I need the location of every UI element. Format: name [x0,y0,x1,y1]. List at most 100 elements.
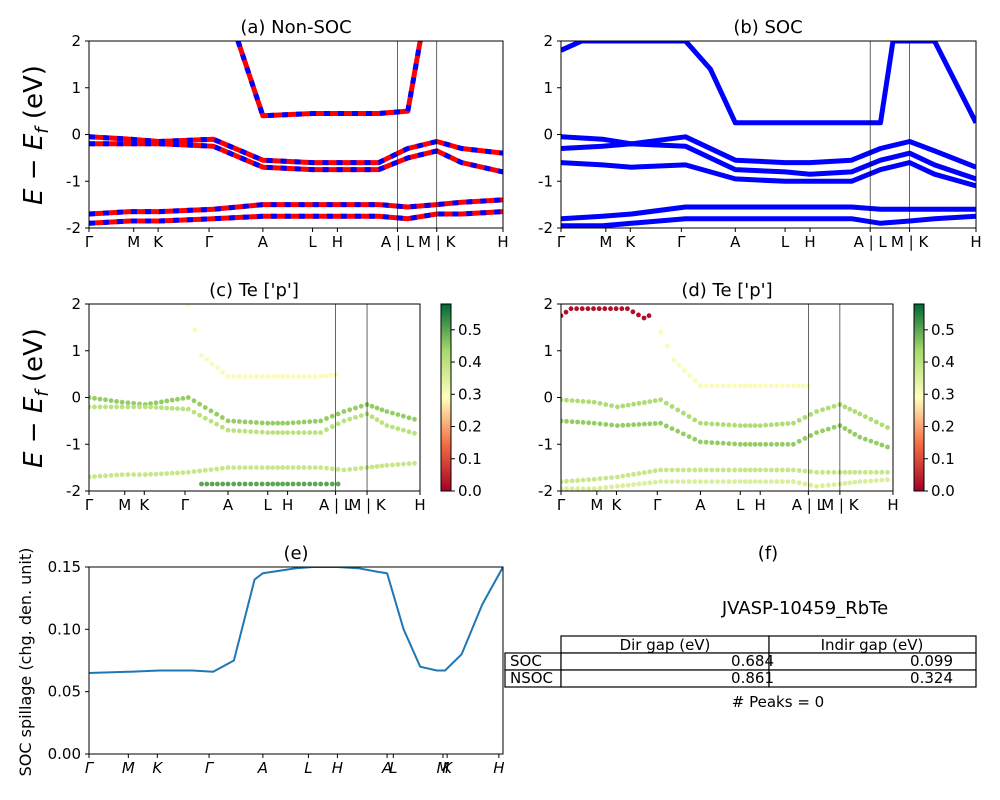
projection-point [675,407,681,413]
projection-point [796,417,802,423]
projection-point [825,405,831,411]
projection-point [369,414,375,420]
projection-point [301,465,307,470]
projection-point [280,465,285,470]
projection-point [270,430,276,435]
projection-point [757,441,763,447]
projection-point [631,471,636,477]
projection-point [384,423,390,428]
x-tick-label: Γ [181,496,190,514]
panel-b-title: (b) SOC [733,17,802,38]
projection-point [615,474,620,480]
projection-point [801,383,806,389]
projection-point [137,472,142,477]
projection-point [280,430,285,435]
projection-point [732,383,737,389]
projection-point [774,383,780,389]
projection-point [631,422,636,428]
projection-point [647,399,653,404]
projection-point [237,374,242,379]
projection-point [270,420,276,426]
projection-point [692,378,698,384]
projection-point [715,467,720,473]
projection-point [307,374,313,379]
projection-point [580,486,586,491]
projection-point [204,357,210,362]
projection-point [847,480,853,486]
projection-point [742,383,748,389]
projection-point [254,420,259,425]
projection-point [742,467,748,473]
panel-a-title: (a) Non-SOC [240,17,351,38]
projection-point [652,479,658,485]
projection-point [692,417,698,423]
projection-point [703,383,709,389]
projection-point [137,404,142,410]
y-tick-label: 0 [71,389,81,407]
projection-point [92,474,97,479]
projection-point [791,479,796,484]
projection-point [763,383,769,389]
projection-points [89,304,417,487]
projection-point [92,395,97,401]
projection-point [625,306,630,312]
projection-point [647,469,653,475]
projection-point [324,481,329,487]
projection-point [265,481,271,487]
y-tick-label: 1 [543,79,553,97]
projection-point [686,414,692,419]
projection-point [369,403,375,409]
band-line [89,134,503,166]
projection-point [180,396,186,401]
projection-point [726,467,732,473]
projection-point [564,397,569,403]
projection-point [569,398,575,403]
projection-point [285,465,290,470]
table-header-indir-gap: Indir gap (eV) [821,636,924,654]
projection-point [561,313,564,319]
projection-point [259,374,265,379]
y-tick-label: -2 [538,219,553,237]
y-tick-label: -2 [538,482,553,500]
projection-point [831,403,837,409]
projection-point [329,481,335,487]
projection-point [301,481,307,487]
projection-point [347,416,353,422]
projection-point [752,467,758,473]
projection-point [169,470,175,476]
projection-point [779,467,785,473]
projection-point [153,405,159,410]
projection-point [569,478,575,484]
projection-point [301,419,307,425]
panel-d-title: (d) Te ['p'] [681,280,772,301]
projection-point [237,465,242,470]
projection-point [580,399,586,404]
x-tick-label: A | L [381,233,415,251]
projection-point [374,417,380,423]
projection-point [219,465,225,471]
band-lines [89,41,503,226]
projection-point [208,418,214,424]
projection-point [669,467,675,473]
projection-point [625,472,631,478]
x-tick-label: H [755,496,766,514]
projection-point [329,424,335,430]
projection-point [868,438,874,444]
projection-point [703,421,709,426]
projection-point [742,423,748,428]
projection-point [720,479,726,484]
projection-point [202,467,208,473]
projection-point [620,422,626,428]
x-tick-label: A [381,759,392,777]
projection-point [615,483,620,489]
projection-point [237,481,242,487]
projection-point [254,465,259,470]
projection-point [248,481,254,487]
projection-point [857,434,863,440]
panel-c-frame [88,303,421,492]
projection-point [103,473,108,479]
x-tick-label: Γ [557,233,566,251]
x-tick-label: K [442,759,453,777]
projection-point [214,466,220,472]
